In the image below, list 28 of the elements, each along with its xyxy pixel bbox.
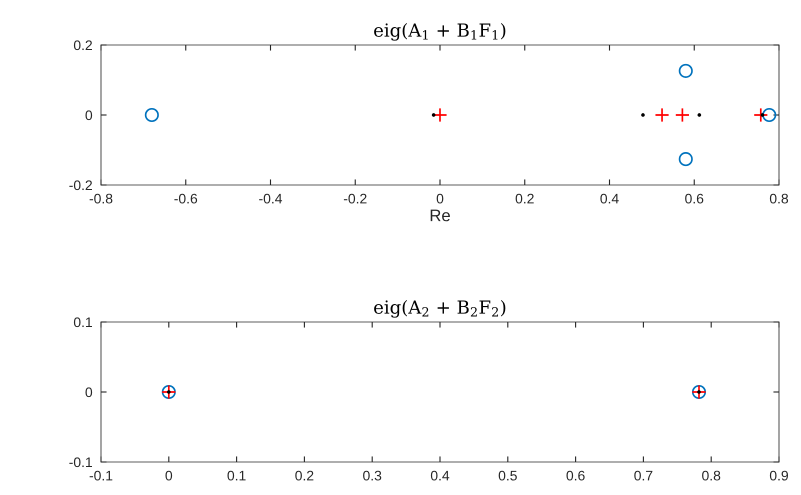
x-tick-label: 0.7 bbox=[634, 470, 652, 481]
x-tick-label: 0.4 bbox=[430, 470, 450, 481]
x-tick-label: 0.6 bbox=[685, 194, 704, 204]
chart-title: eig(A$_{2}$ + B$_{2}$F$_{2}$) bbox=[374, 300, 506, 318]
x-tick-label: 0.5 bbox=[498, 470, 517, 481]
x-axis-title: Re bbox=[430, 210, 450, 222]
x-tick-label: 0.2 bbox=[295, 470, 314, 481]
x-tick-label: 0.6 bbox=[566, 470, 585, 481]
x-tick-label: 0.3 bbox=[363, 470, 382, 481]
x-tick-label: -0.6 bbox=[174, 194, 198, 204]
y-tick-label: -0.2 bbox=[69, 180, 92, 190]
x-tick-label: -0.4 bbox=[259, 194, 282, 204]
x-tick-label: 0.9 bbox=[770, 470, 788, 481]
y-tick-label: 0.1 bbox=[74, 317, 92, 328]
y-tick-label: 0 bbox=[85, 387, 92, 398]
x-tick-label: 0.2 bbox=[516, 194, 534, 204]
x-tick-label: 0.4 bbox=[600, 194, 619, 204]
x-tick-label: 0.8 bbox=[702, 470, 720, 481]
x-tick-label: 0 bbox=[436, 194, 444, 204]
x-tick-label: 0.8 bbox=[770, 194, 788, 204]
y-tick-label: 0 bbox=[85, 110, 92, 120]
y-tick-label: 0.2 bbox=[74, 40, 92, 50]
x-tick-label: -0.8 bbox=[90, 194, 112, 204]
x-tick-label: -0.2 bbox=[344, 194, 367, 204]
y-tick-label: -0.1 bbox=[69, 457, 92, 468]
x-tick-label: 0 bbox=[165, 470, 172, 481]
chart-title: eig(A$_{1}$ + B$_{1}$F$_{1}$) bbox=[374, 22, 506, 41]
x-tick-label: 0.1 bbox=[227, 470, 246, 481]
